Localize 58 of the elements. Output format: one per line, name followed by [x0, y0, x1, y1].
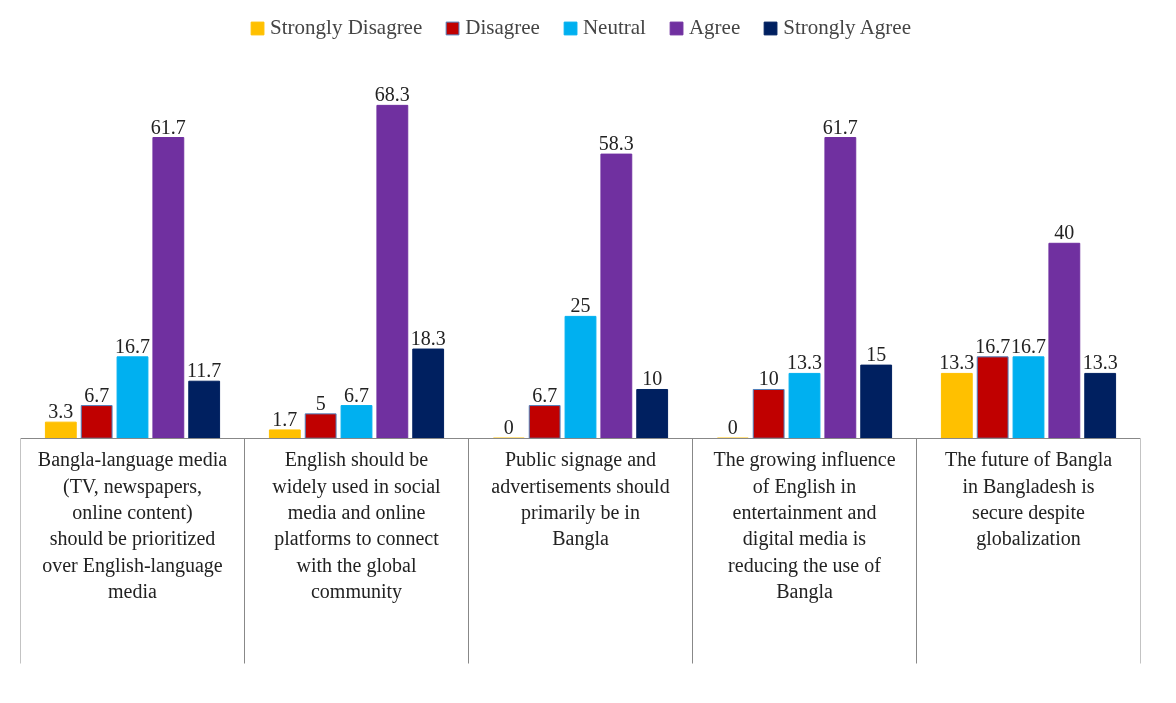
data-label: 68.3: [374, 83, 410, 106]
legend-label: Strongly Agree: [783, 15, 911, 40]
bar: [188, 380, 221, 439]
bar: [412, 348, 445, 439]
bar: [1084, 372, 1117, 439]
legend-label: Disagree: [465, 15, 540, 40]
data-label: 13.3: [787, 351, 822, 374]
bar: [600, 153, 633, 439]
bar: [752, 388, 785, 439]
legend-label: Agree: [688, 15, 741, 40]
data-label: 6.7: [84, 383, 110, 406]
data-label: 15: [866, 343, 887, 366]
x-tick-label: The future of Bangla in Bangladesh is secure despite globalization: [944, 448, 1113, 551]
data-label: 5: [315, 391, 326, 414]
legend-label: Neutral: [582, 15, 646, 40]
bar: [564, 315, 597, 439]
bar: [788, 372, 821, 439]
data-label: 1.7: [272, 407, 298, 430]
data-label: 40: [1054, 221, 1075, 244]
x-tick-label: Public signage and advertisements should primarily be in Bangla: [491, 448, 670, 551]
bar: [268, 429, 301, 439]
data-label: 16.7: [1011, 334, 1046, 357]
data-label: 16.7: [115, 334, 150, 357]
data-label: 16.7: [975, 334, 1011, 357]
data-label: 13.3: [1082, 351, 1118, 374]
data-label: 58.3: [598, 132, 634, 155]
data-label: 3.3: [48, 400, 74, 423]
data-label: 10: [758, 367, 779, 390]
x-tick-label: The growing influence of English in entertainment and digital media is reducing the use of Bangla: [713, 448, 896, 604]
bar: [340, 405, 373, 439]
bar: [152, 137, 185, 439]
data-label: 10: [642, 367, 663, 390]
data-label: 0: [727, 416, 738, 439]
legend-label: Strongly Disagree: [270, 15, 423, 40]
data-label: 6.7: [344, 383, 369, 406]
data-label: 13.3: [939, 351, 975, 374]
bar: [860, 364, 893, 439]
data-label: 18.3: [410, 327, 446, 350]
bar: [44, 421, 77, 439]
bar: [528, 405, 561, 439]
bar: [636, 388, 669, 439]
bar: [80, 405, 113, 439]
bar: [824, 137, 857, 439]
bar: [1012, 356, 1045, 439]
data-label: 61.7: [150, 115, 186, 138]
bar: [116, 356, 149, 439]
bar: [304, 413, 337, 439]
data-label: 11.7: [187, 359, 222, 382]
bar: [940, 372, 973, 439]
data-label: 61.7: [822, 115, 858, 138]
bar: [1048, 242, 1081, 439]
bar: [976, 356, 1009, 439]
x-tick-label: Bangla-language media (TV, newspapers, online content) should be prioritized over English-language media: [37, 448, 228, 603]
data-label: 25: [570, 294, 591, 317]
x-tick-label: English should be widely used in social media and online platforms to connect with the global community: [272, 448, 442, 604]
data-label: 6.7: [532, 383, 558, 406]
bar: [376, 104, 409, 439]
data-label: 0: [503, 416, 514, 439]
